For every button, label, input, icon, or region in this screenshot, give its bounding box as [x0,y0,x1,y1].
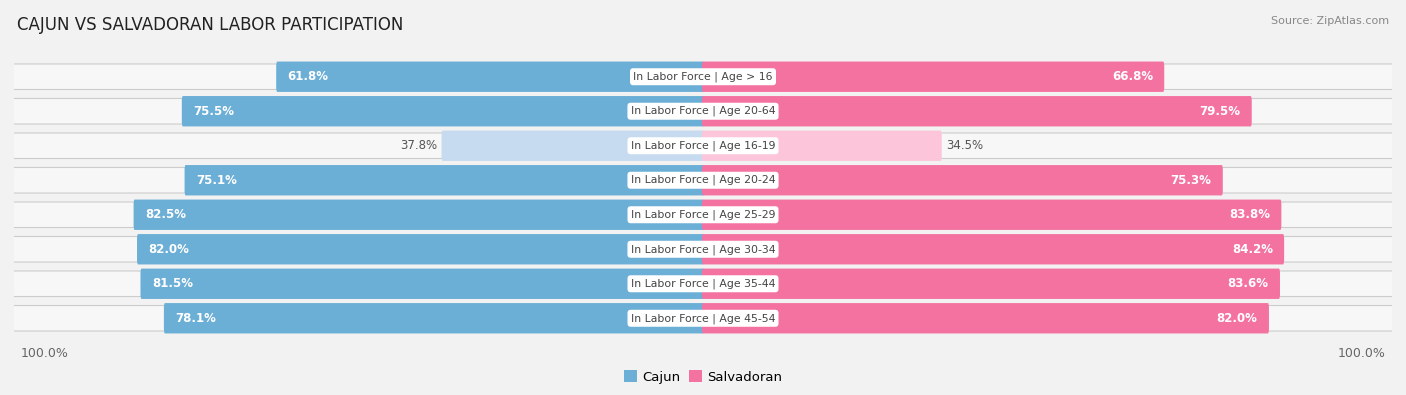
FancyBboxPatch shape [702,131,942,161]
Text: 82.5%: 82.5% [145,208,186,221]
Text: 75.3%: 75.3% [1171,174,1212,187]
FancyBboxPatch shape [702,165,1223,196]
Text: 84.2%: 84.2% [1232,243,1272,256]
FancyBboxPatch shape [181,96,704,126]
Text: CAJUN VS SALVADORAN LABOR PARTICIPATION: CAJUN VS SALVADORAN LABOR PARTICIPATION [17,16,404,34]
FancyBboxPatch shape [702,269,1279,299]
FancyBboxPatch shape [11,64,1395,90]
FancyBboxPatch shape [702,234,1284,264]
Text: 75.1%: 75.1% [195,174,236,187]
FancyBboxPatch shape [11,305,1395,331]
FancyBboxPatch shape [11,271,1395,297]
Text: In Labor Force | Age > 16: In Labor Force | Age > 16 [633,71,773,82]
Text: 66.8%: 66.8% [1112,70,1153,83]
Text: 37.8%: 37.8% [399,139,437,152]
Legend: Cajun, Salvadoran: Cajun, Salvadoran [619,365,787,389]
FancyBboxPatch shape [11,167,1395,193]
Text: 100.0%: 100.0% [1337,346,1385,359]
FancyBboxPatch shape [702,303,1270,333]
FancyBboxPatch shape [702,199,1281,230]
Text: 78.1%: 78.1% [176,312,217,325]
FancyBboxPatch shape [11,133,1395,158]
FancyBboxPatch shape [441,131,704,161]
FancyBboxPatch shape [136,234,704,264]
FancyBboxPatch shape [11,202,1395,228]
FancyBboxPatch shape [702,62,1164,92]
Text: In Labor Force | Age 30-34: In Labor Force | Age 30-34 [631,244,775,254]
FancyBboxPatch shape [184,165,704,196]
FancyBboxPatch shape [276,62,704,92]
Text: 79.5%: 79.5% [1199,105,1240,118]
Text: In Labor Force | Age 20-64: In Labor Force | Age 20-64 [631,106,775,117]
Text: 83.8%: 83.8% [1229,208,1270,221]
FancyBboxPatch shape [11,237,1395,262]
Text: 81.5%: 81.5% [152,277,193,290]
FancyBboxPatch shape [11,98,1395,124]
Text: 82.0%: 82.0% [149,243,190,256]
Text: 61.8%: 61.8% [288,70,329,83]
Text: In Labor Force | Age 25-29: In Labor Force | Age 25-29 [631,209,775,220]
Text: 34.5%: 34.5% [946,139,983,152]
FancyBboxPatch shape [702,96,1251,126]
Text: 82.0%: 82.0% [1216,312,1257,325]
Text: Source: ZipAtlas.com: Source: ZipAtlas.com [1271,16,1389,26]
FancyBboxPatch shape [134,199,704,230]
FancyBboxPatch shape [141,269,704,299]
FancyBboxPatch shape [165,303,704,333]
Text: In Labor Force | Age 20-24: In Labor Force | Age 20-24 [631,175,775,186]
Text: 83.6%: 83.6% [1227,277,1268,290]
Text: 100.0%: 100.0% [21,346,69,359]
Text: 75.5%: 75.5% [193,105,235,118]
Text: In Labor Force | Age 45-54: In Labor Force | Age 45-54 [631,313,775,324]
Text: In Labor Force | Age 35-44: In Labor Force | Age 35-44 [631,278,775,289]
Text: In Labor Force | Age 16-19: In Labor Force | Age 16-19 [631,141,775,151]
